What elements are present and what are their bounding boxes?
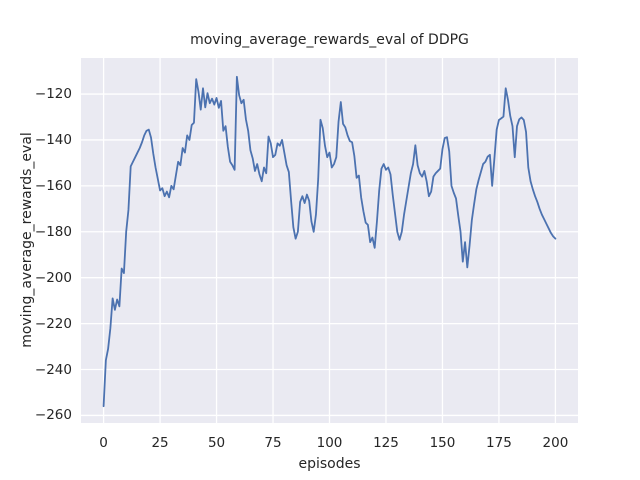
x-tick-label: 175 (486, 435, 512, 451)
y-tick-label: −160 (34, 177, 72, 194)
x-tick-label: 150 (429, 435, 456, 451)
y-tick-label: −220 (34, 315, 72, 332)
y-tick-label: −140 (34, 131, 72, 148)
y-tick-label: −200 (34, 269, 72, 286)
y-axis-label: moving_average_rewards_eval (19, 132, 35, 348)
x-tick-label: 0 (99, 435, 108, 451)
y-tick-label: −240 (34, 361, 72, 378)
y-tick-label: −120 (34, 86, 72, 103)
x-tick-label: 50 (207, 435, 226, 451)
x-axis-label: episodes (298, 456, 361, 472)
y-tick-label: −260 (34, 407, 72, 424)
y-tick-label: −180 (34, 223, 72, 240)
x-tick-label: 75 (264, 435, 282, 451)
x-tick-label: 25 (151, 435, 169, 451)
plot-canvas (81, 58, 578, 423)
plot-area (81, 58, 578, 423)
chart-title: moving_average_rewards_eval of DDPG (190, 32, 469, 48)
x-tick-label: 100 (316, 435, 343, 451)
series-line (102, 75, 557, 408)
x-tick-label: 200 (542, 435, 569, 451)
x-tick-label: 125 (373, 435, 399, 451)
